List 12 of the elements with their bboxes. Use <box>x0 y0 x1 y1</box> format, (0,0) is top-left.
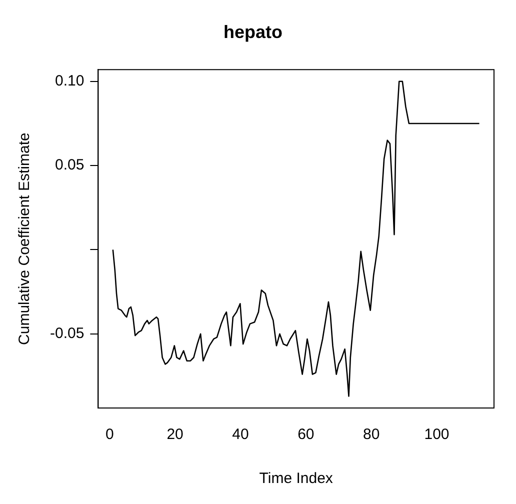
x-tick-label: 20 <box>166 426 184 444</box>
y-axis-title: Cumulative Coefficient Estimate <box>16 132 34 345</box>
y-tick-label: -0.05 <box>50 325 84 342</box>
x-axis-title: Time Index <box>259 470 334 488</box>
x-tick-label: 60 <box>298 426 314 444</box>
x-tick-label: 40 <box>232 426 249 444</box>
y-tick-label: 0.10 <box>54 72 84 90</box>
x-tick-label: 80 <box>362 426 380 444</box>
y-tick-label: 0.05 <box>54 156 84 174</box>
x-tick-label: 0 <box>105 426 114 444</box>
x-tick-label: 100 <box>424 426 450 444</box>
chart-title: hepato <box>223 22 283 42</box>
